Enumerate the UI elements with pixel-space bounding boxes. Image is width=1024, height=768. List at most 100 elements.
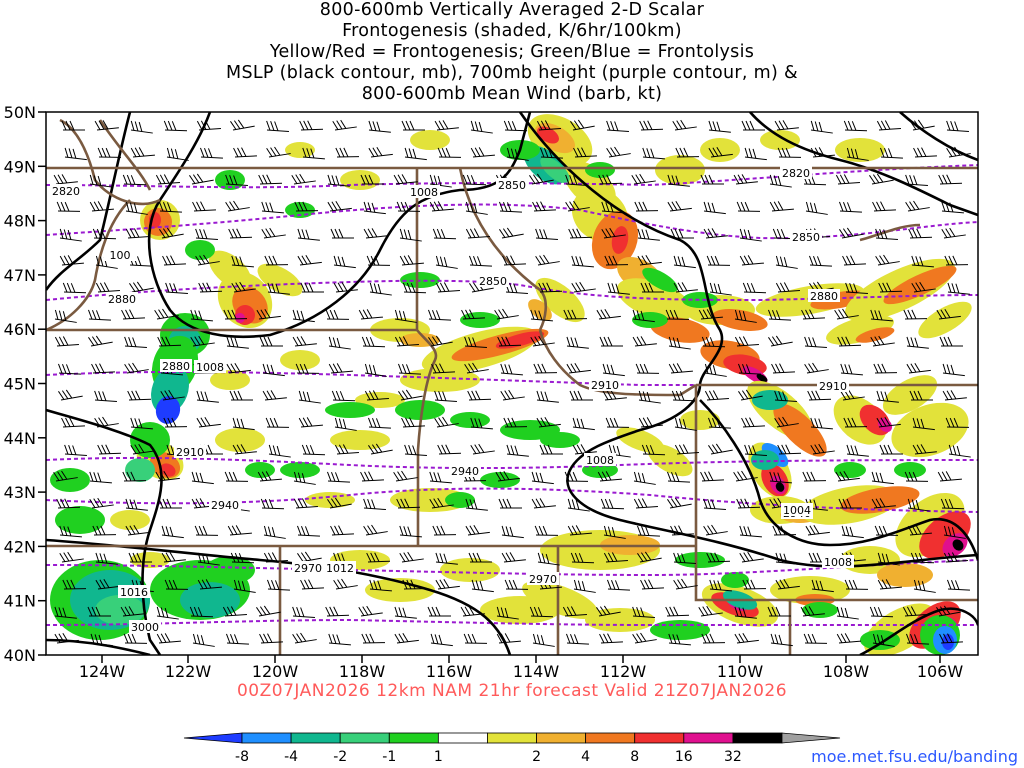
wind-barb <box>335 147 360 158</box>
wind-barb <box>263 525 286 539</box>
height-label: 2910 <box>176 446 204 459</box>
wind-barb <box>333 282 358 293</box>
wind-barb <box>836 606 859 620</box>
lon-label: 108W <box>823 662 870 681</box>
wind-barb <box>533 363 558 374</box>
wind-barb <box>120 606 145 617</box>
frontogenesis-blob <box>632 312 668 328</box>
wind-barb <box>709 282 732 296</box>
wind-barb <box>259 633 283 644</box>
wind-barb <box>841 525 864 539</box>
wind-barb <box>801 309 825 320</box>
contour-label-bg <box>822 555 854 568</box>
frontogenesis-blob <box>877 563 933 587</box>
wind-barb <box>54 632 79 644</box>
frontogenesis-blob <box>840 486 920 514</box>
wind-barb <box>673 282 698 293</box>
wind-barb <box>155 470 180 482</box>
wind-barb <box>465 524 490 536</box>
pressure-label: 1012 <box>326 562 354 575</box>
wind-barb <box>393 470 418 482</box>
pressure-label: 1008 <box>196 361 224 374</box>
wind-barb <box>91 363 115 374</box>
wind-barb <box>396 498 421 509</box>
wind-barb <box>668 633 691 646</box>
frontogenesis-blob <box>756 374 768 382</box>
wind-barb <box>163 120 188 132</box>
wind-barb <box>837 336 862 347</box>
wind-barb <box>503 417 528 428</box>
colorbar-tick-label: -4 <box>284 749 298 765</box>
wind-barb <box>905 200 930 212</box>
wind-barb <box>59 228 82 242</box>
wind-barb <box>499 201 522 213</box>
wind-barb <box>261 201 284 214</box>
colorbar-segment <box>388 732 439 744</box>
wind-barb <box>330 228 354 239</box>
wind-barb <box>535 228 558 241</box>
lon-label: 106W <box>917 662 964 681</box>
contour-label-bg <box>104 248 136 261</box>
frontogenesis-blob <box>721 572 749 588</box>
wind-barb <box>95 282 120 293</box>
wind-barb <box>703 498 726 511</box>
wind-barb <box>805 524 830 536</box>
pressure-label: 1008 <box>824 556 852 569</box>
wind-barb <box>92 228 117 240</box>
wind-barb <box>498 498 522 509</box>
wind-barb <box>777 147 802 158</box>
frontogenesis-blob <box>650 620 710 640</box>
wind-barb <box>607 282 630 295</box>
wind-barb <box>641 444 666 456</box>
wind-barb <box>606 120 629 133</box>
wind-barb <box>943 552 968 563</box>
contour-label-bg <box>781 503 813 516</box>
wind-barb <box>292 309 315 323</box>
wind-barb <box>562 606 587 617</box>
wind-barb <box>598 174 623 185</box>
wind-barb <box>268 444 291 458</box>
contour-labels: 2820 2850 2820 2850 2880 2850 2880 2880 2910 2910… <box>50 166 854 634</box>
wind-barb <box>703 201 726 215</box>
contour-label-bg <box>292 561 324 574</box>
frontogenesis-blob <box>208 250 252 290</box>
wind-barb <box>911 255 934 268</box>
wind-barb <box>638 390 661 404</box>
wind-barb <box>500 363 523 376</box>
frontogenesis-blob <box>835 138 885 162</box>
height-label: 2970 <box>294 562 322 575</box>
wind-barb <box>434 390 457 403</box>
wind-barb <box>89 174 112 188</box>
wind-barb <box>164 579 189 590</box>
wind-barb <box>539 444 563 455</box>
wind-barb <box>843 417 868 428</box>
wind-barb <box>122 471 147 482</box>
wind-barb <box>64 147 87 161</box>
wind-barb <box>231 255 254 268</box>
wind-barb <box>125 498 148 511</box>
wind-barb <box>604 255 629 266</box>
wind-barb <box>843 120 868 132</box>
frontogenesis-blob <box>280 462 320 478</box>
wind-barb <box>435 578 460 590</box>
height-label: 2850 <box>479 275 507 288</box>
colorbar-tick-label: 32 <box>724 749 742 765</box>
wind-barb <box>467 390 492 401</box>
wind-barb <box>165 282 188 295</box>
frontogenesis-blob <box>540 432 580 448</box>
wind-barb <box>394 632 419 644</box>
wind-barb <box>399 255 424 266</box>
wind-barb <box>294 201 319 212</box>
frontogenesis-blob <box>285 142 315 158</box>
wind-barb <box>398 363 421 375</box>
wind-barb <box>565 174 588 187</box>
colorbar-high-triangle <box>781 732 841 744</box>
wind-barb <box>809 255 832 267</box>
wind-barb <box>877 552 900 566</box>
wind-barb <box>161 552 186 563</box>
wind-barb <box>741 417 765 428</box>
frontogenesis-blob <box>210 370 250 390</box>
wind-barb <box>258 174 283 185</box>
wind-barb <box>89 201 114 212</box>
wind-barb <box>394 336 419 347</box>
